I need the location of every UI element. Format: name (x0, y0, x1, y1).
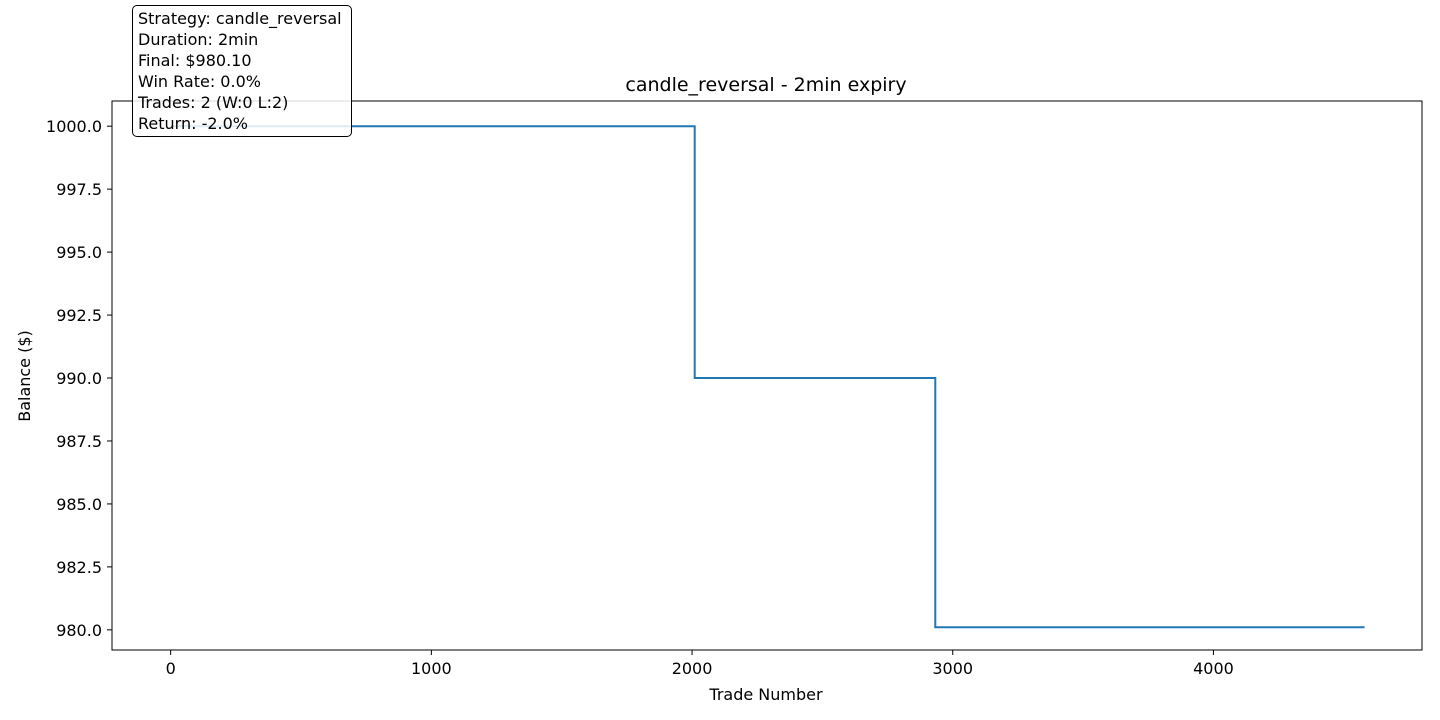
series-layer (170, 125, 1365, 629)
y-tick-label: 990.0 (56, 369, 102, 388)
balance-series-line (170, 125, 1365, 629)
y-axis: 980.0 982.5 985.0 987.5 990.0 992.5 995.0 997.5… (46, 117, 112, 640)
x-axis-title: Trade Number (708, 685, 823, 704)
y-tick-label: 992.5 (56, 306, 102, 325)
x-tick-label: 3000 (932, 659, 973, 678)
info-trades: Trades: 2 (W:0 L:2) (138, 92, 289, 112)
x-axis: 0 1000 2000 3000 4000 (166, 650, 1234, 678)
y-tick-label: 997.5 (56, 180, 102, 199)
info-duration: Duration: 2min (138, 29, 259, 49)
info-return: Return: -2.0% (138, 113, 248, 133)
stats-info-box: Strategy: candle_reversal Duration: 2min… (132, 5, 352, 138)
y-tick-label: 980.0 (56, 621, 102, 640)
chart-title: candle_reversal - 2min expiry (625, 74, 906, 96)
y-tick-label: 1000.0 (46, 117, 102, 136)
x-tick-label: 4000 (1193, 659, 1234, 678)
x-tick-label: 2000 (672, 659, 713, 678)
y-tick-label: 987.5 (56, 432, 102, 451)
y-tick-label: 985.0 (56, 495, 102, 514)
x-tick-label: 1000 (411, 659, 452, 678)
y-tick-label: 995.0 (56, 243, 102, 262)
x-tick-label: 0 (166, 659, 176, 678)
info-strategy: Strategy: candle_reversal (138, 9, 342, 28)
info-win-rate: Win Rate: 0.0% (138, 71, 261, 91)
y-tick-label: 982.5 (56, 558, 102, 577)
info-final-balance: Final: $980.10 (138, 50, 252, 70)
y-axis-title: Balance ($) (15, 330, 34, 422)
plot-area (111, 100, 1423, 651)
